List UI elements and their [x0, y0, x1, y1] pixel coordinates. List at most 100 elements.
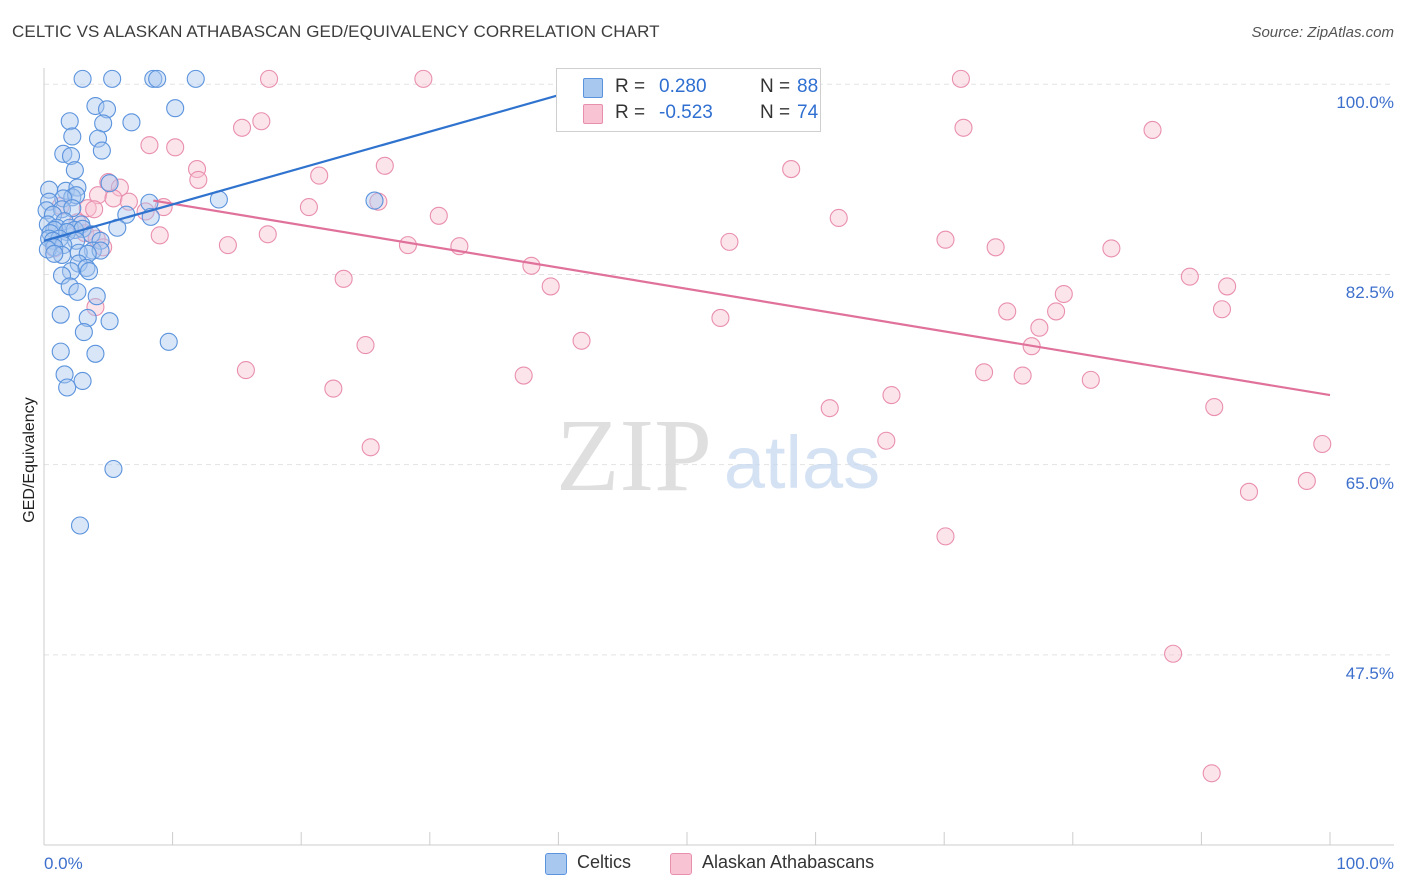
alaskan-point — [1081, 370, 1100, 389]
alaskan-point — [334, 269, 353, 288]
celtic-point — [159, 332, 178, 351]
celtic-point — [73, 371, 92, 391]
alaskan-point — [110, 178, 129, 197]
alaskan-point — [936, 230, 955, 249]
celtic-point — [94, 114, 113, 133]
y-tick-label: 100.0% — [1336, 93, 1394, 113]
correlation-legend: R = 0.280 N = 88 R = -0.523 N = 74 — [556, 68, 821, 132]
alaskan-legend-label: Alaskan Athabascans — [702, 852, 875, 872]
celtic-point — [97, 100, 117, 119]
alaskan-point — [1202, 764, 1221, 783]
celtic-point — [65, 161, 84, 180]
x-tick-min: 0.0% — [44, 854, 83, 873]
alaskan-r-value: -0.523 — [659, 102, 713, 123]
alaskan-points — [45, 69, 1332, 783]
alaskan-point — [1180, 267, 1199, 286]
y-tick-label: 82.5% — [1345, 283, 1394, 303]
celtics-legend-swatch — [545, 853, 567, 875]
alaskan-point — [572, 331, 591, 350]
celtic-point — [100, 174, 119, 193]
alaskan-point — [514, 366, 533, 385]
alaskan-point — [361, 438, 380, 457]
celtic-point — [103, 69, 122, 88]
celtic-point — [365, 191, 384, 210]
alaskan-point — [829, 208, 848, 228]
source-label: Source: ZipAtlas.com — [1251, 24, 1394, 41]
celtic-point — [58, 378, 77, 397]
axis-layer — [43, 68, 1394, 846]
y-tick-label: 47.5% — [1345, 663, 1394, 683]
alaskan-point — [541, 277, 560, 296]
alaskan-point — [218, 236, 237, 255]
alaskan-point — [1212, 300, 1232, 319]
celtic-point — [45, 244, 64, 263]
celtic-point — [100, 312, 119, 331]
alaskan-point — [1297, 471, 1316, 491]
alaskan-point — [711, 308, 730, 327]
alaskan-point — [166, 138, 185, 157]
celtic-point — [78, 308, 97, 327]
alaskan-point — [1054, 284, 1073, 304]
celtics-legend-label: Celtics — [577, 852, 632, 872]
alaskan-point — [1239, 482, 1259, 501]
celtic-point — [86, 344, 105, 363]
celtic-point — [61, 262, 81, 281]
trendlines — [43, 77, 1331, 397]
celtic-point — [61, 146, 81, 166]
celtics-n-value: 88 — [797, 76, 819, 97]
n-label: N = — [760, 102, 791, 123]
alaskan-point — [252, 112, 271, 131]
alaskan-point — [998, 302, 1017, 321]
celtic-point — [92, 141, 111, 160]
alaskan-point — [150, 226, 169, 245]
alaskan-legend-swatch — [670, 853, 692, 875]
chart-title: CELTIC VS ALASKAN ATHABASCAN GED/EQUIVAL… — [12, 22, 660, 41]
n-label: N = — [760, 76, 791, 97]
celtic-point — [166, 99, 185, 118]
celtic-point — [51, 305, 70, 324]
celtic-point — [68, 282, 87, 301]
celtic-point — [87, 287, 106, 306]
alaskan-point — [782, 160, 801, 179]
alaskan-point — [1102, 239, 1121, 258]
alaskan-point — [324, 379, 343, 398]
watermark: ZIP atlas — [556, 398, 880, 513]
celtic-point — [73, 69, 92, 88]
celtic-point — [148, 69, 167, 88]
celtic-point — [63, 127, 82, 146]
celtic-trendline — [43, 77, 617, 242]
celtic-point — [70, 516, 90, 535]
alaskan-point — [299, 198, 318, 217]
celtic-point — [60, 112, 79, 131]
alaskan-point — [259, 69, 279, 88]
alaskan-point — [1313, 434, 1332, 454]
x-tick-max: 100.0% — [1336, 854, 1394, 873]
y-tick-label: 65.0% — [1345, 473, 1394, 493]
alaskan-n-value: 74 — [797, 102, 819, 123]
celtic-point — [51, 342, 70, 361]
celtic-point — [69, 243, 88, 262]
celtic-point — [77, 258, 96, 278]
alaskan-point — [1047, 302, 1066, 321]
celtic-point — [68, 178, 87, 197]
alaskan-swatch — [583, 104, 603, 124]
alaskan-point — [954, 118, 973, 137]
alaskan-point — [1164, 644, 1183, 663]
alaskan-point — [1030, 318, 1049, 337]
alaskan-point — [104, 189, 123, 208]
alaskan-point — [951, 69, 970, 88]
alaskan-point — [78, 199, 97, 218]
alaskan-point — [99, 173, 118, 192]
alaskan-trendline — [153, 199, 1331, 397]
alaskan-point — [140, 136, 159, 155]
alaskan-point — [820, 399, 839, 418]
alaskan-point — [1143, 120, 1162, 139]
celtic-point — [82, 225, 101, 244]
alaskan-point — [522, 256, 541, 275]
celtic-point — [86, 96, 105, 116]
celtic-points — [37, 69, 384, 535]
alaskan-point — [936, 527, 955, 546]
alaskan-point — [429, 206, 448, 225]
celtic-point — [88, 129, 108, 148]
